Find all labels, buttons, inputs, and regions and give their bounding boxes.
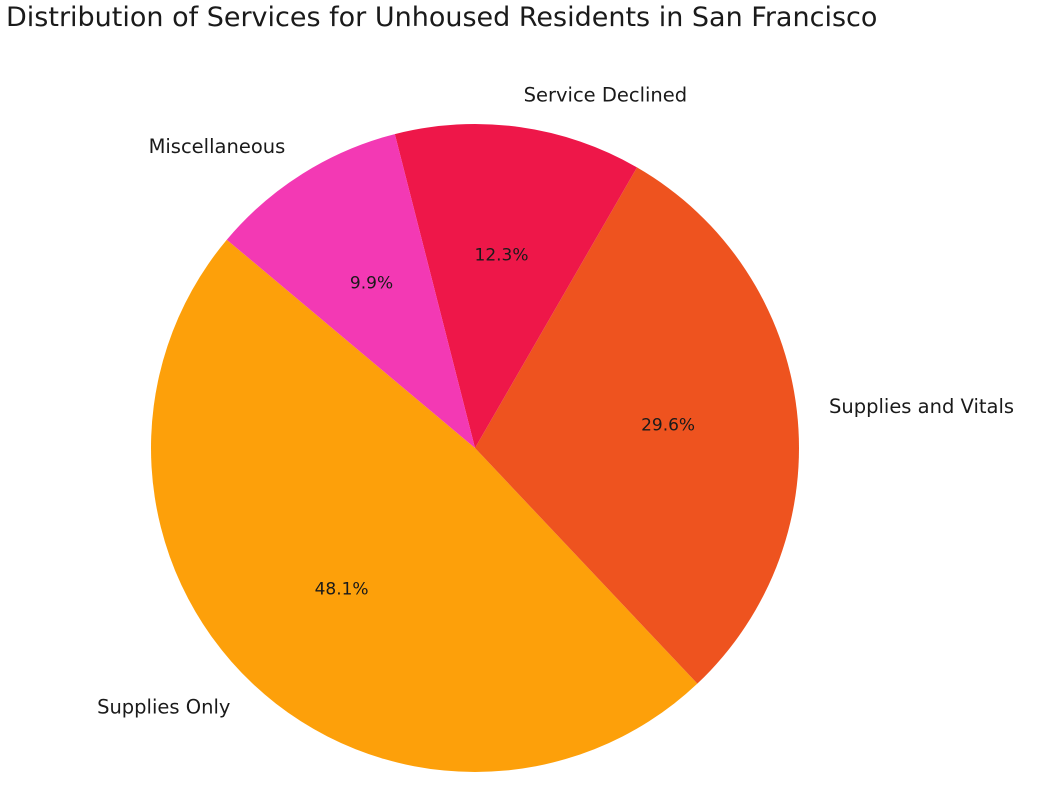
pct-label-service-declined: 12.3% (475, 245, 529, 265)
pie-slice-supplies-and-vitals (475, 167, 799, 684)
slice-label-service-declined: Service Declined (524, 83, 688, 106)
pct-label-miscellaneous: 9.9% (350, 273, 393, 293)
slice-label-supplies-and-vitals: Supplies and Vitals (829, 395, 1014, 418)
slice-label-miscellaneous: Miscellaneous (149, 135, 286, 158)
slice-label-supplies-only: Supplies Only (97, 696, 230, 719)
pie-slice-supplies-only (150, 239, 698, 773)
chart-title: Distribution of Services for Unhoused Re… (6, 2, 878, 33)
pie-slice-service-declined (394, 123, 637, 449)
pct-label-supplies-only: 48.1% (315, 579, 369, 599)
pie-slice-miscellaneous (226, 134, 475, 448)
pct-label-supplies-and-vitals: 29.6% (641, 415, 695, 435)
labels-layer: 48.1% Supplies Only 29.6% Supplies and Vita… (97, 83, 1014, 718)
slices-layer (150, 123, 799, 773)
